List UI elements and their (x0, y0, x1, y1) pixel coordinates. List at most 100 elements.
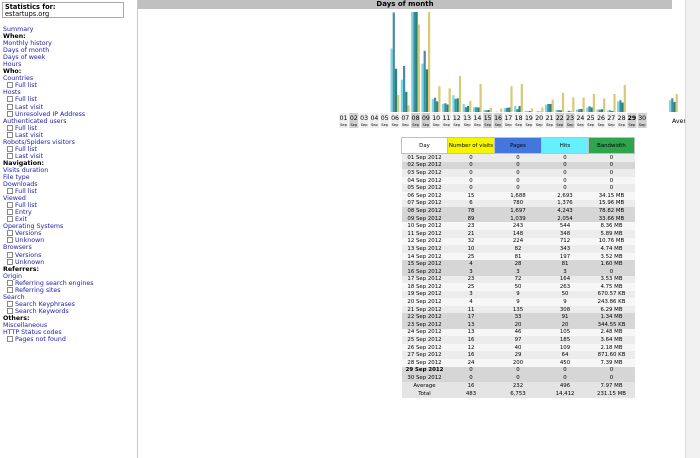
chart-bar (454, 98, 457, 112)
nav-link[interactable]: Search (3, 294, 135, 301)
nav-link[interactable]: Hours (3, 61, 135, 68)
nav-subitem[interactable]: Referring sites (3, 286, 135, 294)
chart-bar (458, 76, 462, 112)
chart-bar (588, 106, 591, 112)
month-label: Sep (392, 123, 399, 127)
nav-link[interactable]: Days of month (3, 47, 135, 54)
cell-hits: 348 (541, 229, 589, 238)
nav-subitem[interactable]: Full list (3, 145, 135, 153)
cell-hits: 109 (541, 343, 589, 352)
cell-bw: 33.66 MB (588, 214, 635, 223)
cell-day: 09 Sep 2012 (401, 214, 448, 223)
col-visits: Number of visits (447, 137, 495, 154)
cell-hits: 3 (541, 267, 589, 276)
nav-subitem[interactable]: Full list (3, 124, 135, 132)
average-bar (675, 94, 678, 112)
day-label: 08 (412, 115, 420, 122)
nav-link[interactable]: Visits duration (3, 167, 135, 174)
nav-subitem[interactable]: Referring search engines (3, 279, 135, 287)
nav-subitem[interactable]: Unknown (3, 237, 135, 244)
chart-bar (611, 110, 614, 112)
chart-bar (423, 50, 426, 112)
nav-subitem[interactable]: Search Keywords (3, 307, 135, 315)
nav-subitem[interactable]: Unresolved IP Address (3, 110, 135, 118)
nav-subitem[interactable]: Versions (3, 230, 135, 237)
nav-subitem[interactable]: Full list (3, 82, 135, 89)
cell-pages: 9 (494, 290, 542, 299)
footer-visits: 16 (447, 381, 495, 390)
cell-day: 06 Sep 2012 (401, 191, 448, 200)
nav-link[interactable]: Authenticated users (3, 118, 135, 125)
nav-subitem[interactable]: Search Keyphrases (3, 300, 135, 308)
nav-label: Who: (3, 68, 22, 76)
nav-link[interactable]: HTTP Status codes (3, 329, 135, 336)
nav-link[interactable]: File type (3, 174, 135, 181)
chart-bar (442, 103, 445, 112)
nav-link[interactable]: Monthly history (3, 40, 135, 47)
day-label-bg (359, 113, 369, 128)
nav-subitem[interactable]: Pages not found (3, 336, 135, 343)
nav-subitem[interactable]: Entry (3, 209, 135, 216)
day-label: 26 (597, 115, 605, 122)
day-label-bg (483, 113, 493, 128)
nav-subitem[interactable]: Unknown (3, 258, 135, 266)
chart-bar (472, 107, 476, 112)
nav-label: Last visit (15, 103, 44, 111)
table-row: 19 Sep 2012 3 9 50 670.57 KB (401, 290, 635, 299)
nav-link[interactable]: Origin (3, 273, 135, 280)
chart-bar (510, 86, 513, 112)
cell-hits: 450 (541, 359, 589, 367)
nav-link[interactable]: Days of week (3, 54, 135, 61)
chart-bar (600, 109, 604, 112)
table-row: 11 Sep 2012 21 148 348 5.89 MB (401, 229, 635, 238)
nav-label: Days of week (3, 54, 46, 62)
cell-bw: 0 (588, 169, 635, 177)
cell-visits: 10 (447, 245, 495, 253)
cell-pages: 29 (494, 351, 542, 360)
chart-bar (503, 108, 506, 112)
nav-link[interactable]: Summary (3, 26, 135, 33)
day-label: 16 (494, 115, 502, 122)
nav-subitem[interactable]: Last visit (3, 152, 135, 160)
nav-label: File type (3, 173, 30, 181)
nav-link[interactable]: Robots/Spiders visitors (3, 139, 135, 146)
chart-bar (508, 107, 511, 112)
day-label: 10 (432, 115, 440, 122)
table-row: 27 Sep 2012 16 29 64 871.60 KB (401, 351, 635, 360)
cell-visits: 21 (447, 229, 495, 238)
list-icon (7, 300, 13, 307)
cell-visits: 13 (447, 321, 495, 329)
nav-link[interactable]: Countries (3, 75, 135, 82)
nav-subitem[interactable]: Full list (3, 96, 135, 103)
chart-bar (582, 97, 585, 112)
nav-link[interactable]: Hosts (3, 89, 135, 96)
vertical-scrollbar[interactable] (685, 0, 700, 458)
cell-bw: 871.60 KB (588, 351, 635, 360)
nav-link[interactable]: Operating Systems (3, 223, 135, 230)
month-label: Sep (423, 123, 430, 127)
list-icon (7, 209, 13, 216)
nav-label: Search Keywords (15, 307, 69, 315)
nav-subitem[interactable]: Last visit (3, 131, 135, 139)
nav-subitem[interactable]: Exit (3, 216, 135, 223)
day-label: 30 (638, 115, 646, 122)
nav-link[interactable]: Viewed (3, 195, 135, 202)
nav-subitem[interactable]: Full list (3, 188, 135, 195)
cell-day: 02 Sep 2012 (401, 161, 448, 170)
nav-link[interactable]: Miscellaneous (3, 322, 135, 329)
chart-bar (613, 94, 616, 112)
month-label: Sep (598, 123, 605, 127)
nav-link[interactable]: Browsers (3, 244, 135, 251)
nav-subitem[interactable]: Versions (3, 251, 135, 259)
nav-label: Unresolved IP Address (15, 110, 86, 118)
cell-bw: 4.75 MB (588, 283, 635, 291)
average-label: Average (672, 118, 686, 125)
cell-hits: 20 (541, 321, 589, 329)
nav-subitem[interactable]: Last visit (3, 103, 135, 111)
nav-subitem[interactable]: Full list (3, 202, 135, 209)
nav-label: Robots/Spiders visitors (3, 138, 75, 146)
chart-bar (467, 106, 470, 112)
cell-pages: 0 (494, 153, 542, 162)
nav-link[interactable]: Downloads (3, 181, 135, 188)
table-row: 09 Sep 2012 89 1,039 2,054 33.66 MB (401, 214, 635, 223)
